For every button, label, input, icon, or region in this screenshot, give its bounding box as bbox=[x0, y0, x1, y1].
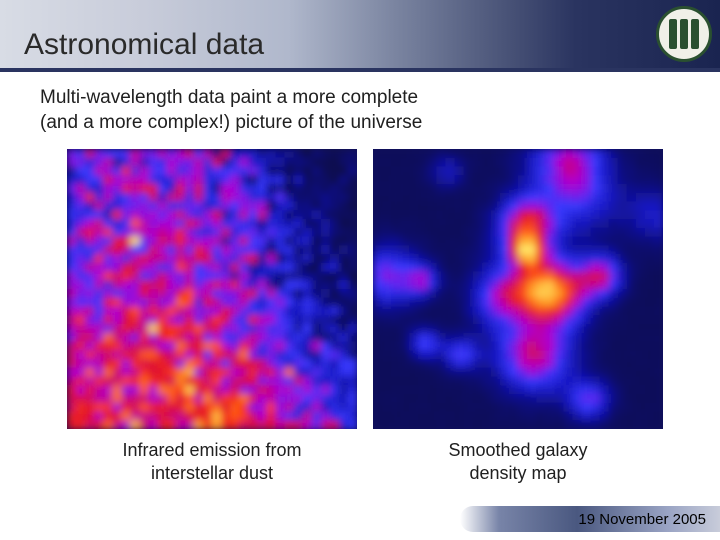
content-area: Multi-wavelength data paint a more compl… bbox=[0, 72, 720, 484]
subtitle-line-2: (and a more complex!) picture of the uni… bbox=[40, 112, 422, 133]
footer-date: 19 November 2005 bbox=[578, 511, 706, 528]
panel-right: Smoothed galaxy density map bbox=[373, 149, 663, 484]
caption-right: Smoothed galaxy density map bbox=[448, 439, 587, 484]
heatmap-galaxy-density bbox=[373, 149, 663, 429]
title-bar: Astronomical data bbox=[0, 0, 720, 72]
subtitle: Multi-wavelength data paint a more compl… bbox=[40, 86, 690, 135]
subtitle-line-1: Multi-wavelength data paint a more compl… bbox=[40, 87, 418, 108]
images-row: Infrared emission from interstellar dust… bbox=[40, 149, 690, 484]
slide-title: Astronomical data bbox=[24, 28, 264, 62]
caption-left: Infrared emission from interstellar dust bbox=[122, 439, 301, 484]
footer: 19 November 2005 bbox=[460, 506, 720, 532]
institution-logo bbox=[656, 6, 712, 62]
heatmap-infrared-dust bbox=[67, 149, 357, 429]
panel-left: Infrared emission from interstellar dust bbox=[67, 149, 357, 484]
